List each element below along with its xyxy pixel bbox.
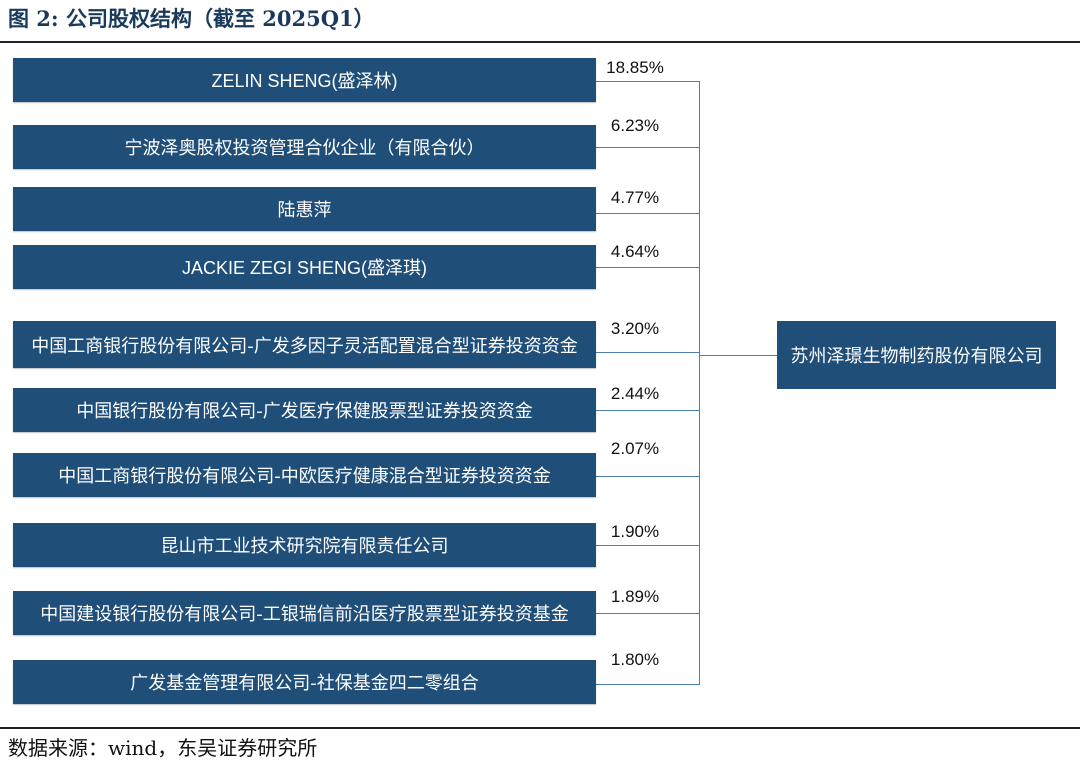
shareholder-box-7: 中国工商银行股份有限公司-中欧医疗健康混合型证券投资资金 — [13, 453, 596, 497]
connector-line-5 — [596, 352, 700, 353]
stake-pct-3: 4.77% — [610, 188, 660, 207]
connector-line-8 — [596, 545, 700, 546]
stake-pct-2: 6.23% — [610, 116, 660, 135]
stake-pct-5: 3.20% — [610, 319, 660, 338]
connector-line-10 — [596, 684, 700, 685]
stake-pct-6: 2.44% — [610, 384, 660, 403]
shareholder-box-8: 昆山市工业技术研究院有限责任公司 — [13, 523, 596, 567]
stake-pct-9: 1.89% — [610, 587, 660, 606]
shareholder-box-3: 陆惠萍 — [13, 187, 596, 231]
shareholder-box-2: 宁波泽奥股权投资管理合伙企业（有限合伙） — [13, 125, 596, 169]
connector-line-7 — [596, 476, 700, 477]
shareholder-box-9: 中国建设银行股份有限公司-工银瑞信前沿医疗股票型证券投资基金 — [13, 591, 596, 635]
connector-line-1 — [596, 81, 700, 82]
connector-line-3 — [596, 213, 700, 214]
shareholder-box-1: ZELIN SHENG(盛泽林) — [13, 58, 596, 102]
figure-title: 图 2: 公司股权结构（截至 2025Q1） — [8, 6, 375, 31]
stake-pct-8: 1.90% — [610, 522, 660, 541]
stake-pct-10: 1.80% — [610, 650, 660, 669]
bottom-rule — [0, 727, 1080, 729]
connector-line-4 — [596, 267, 700, 268]
connector-trunk — [699, 81, 700, 685]
company-box: 苏州泽璟生物制药股份有限公司 — [777, 321, 1056, 389]
data-source: 数据来源：wind，东吴证券研究所 — [8, 736, 318, 760]
shareholder-box-10: 广发基金管理有限公司-社保基金四二零组合 — [13, 660, 596, 704]
connector-line-2 — [596, 147, 700, 148]
stake-pct-7: 2.07% — [610, 439, 660, 458]
shareholder-box-6: 中国银行股份有限公司-广发医疗保健股票型证券投资资金 — [13, 388, 596, 432]
shareholder-box-4: JACKIE ZEGI SHENG(盛泽琪) — [13, 245, 596, 289]
shareholder-box-5: 中国工商银行股份有限公司-广发多因子灵活配置混合型证券投资资金 — [13, 321, 596, 368]
connector-line-9 — [596, 613, 700, 614]
top-rule — [0, 41, 1080, 43]
connector-line-6 — [596, 410, 700, 411]
stake-pct-1: 18.85% — [606, 58, 664, 77]
connector-to-company — [699, 355, 777, 356]
stake-pct-4: 4.64% — [610, 242, 660, 261]
